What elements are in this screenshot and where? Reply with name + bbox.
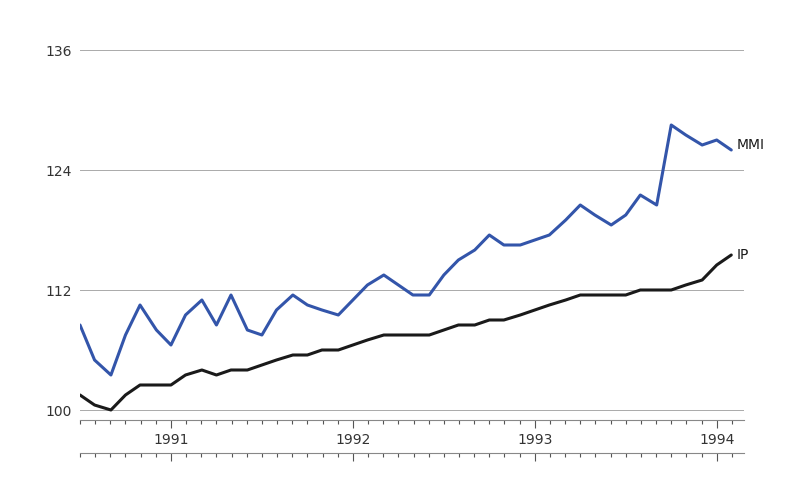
Text: IP: IP — [737, 248, 749, 262]
Text: MMI: MMI — [737, 138, 765, 152]
